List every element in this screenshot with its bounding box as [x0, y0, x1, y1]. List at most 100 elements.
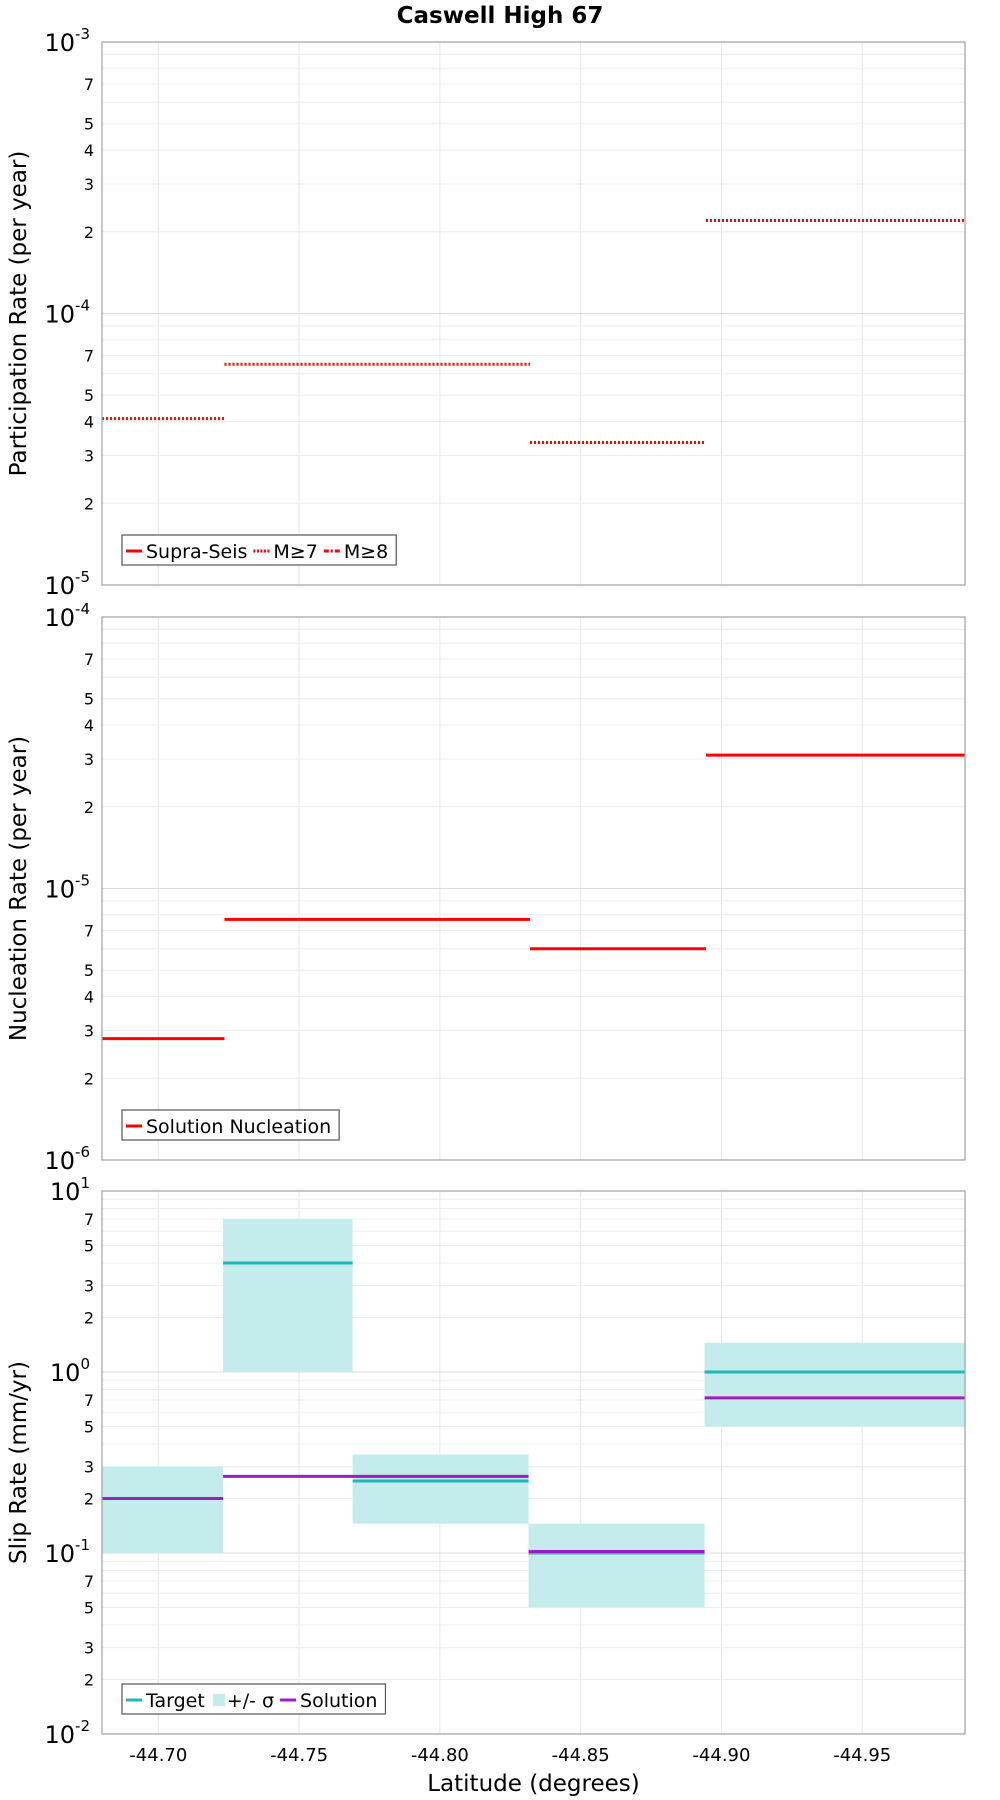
y-tick-label-minor: 7: [84, 650, 94, 669]
decade-base: 10: [44, 301, 75, 329]
y-tick-label-minor: 7: [84, 922, 94, 941]
y-tick-label-minor: 4: [84, 141, 94, 160]
y-tick-label-decade: 10-5: [44, 872, 90, 904]
y-tick-label-decade: 10-6: [44, 1143, 90, 1175]
legend: Supra-Seis M≥7 M≥8: [121, 534, 397, 566]
y-tick-label-minor: 3: [84, 446, 94, 465]
decade-base: 10: [44, 1540, 75, 1568]
decade-exponent: -4: [75, 600, 90, 618]
sigma-band: [223, 1219, 353, 1372]
y-tick-label-minor: 3: [84, 175, 94, 194]
legend-box: [121, 1683, 387, 1715]
x-tick-label: -44.85: [552, 1745, 610, 1766]
y-tick-label-minor: 3: [84, 1639, 94, 1658]
y-tick-label-minor: 5: [84, 115, 94, 134]
legend: Solution Nucleation: [121, 1109, 340, 1141]
plot-frame: [101, 41, 966, 586]
sigma-band: [102, 1466, 224, 1553]
decade-base: 10: [44, 604, 75, 632]
y-tick-label-minor: 2: [84, 1309, 94, 1328]
y-tick-label-minor: 5: [84, 1417, 94, 1436]
plot-frame: [101, 1190, 966, 1735]
y-tick-label-minor: 3: [84, 750, 94, 769]
y-tick-label-minor: 5: [84, 961, 94, 980]
decade-base: 10: [44, 876, 75, 904]
y-tick-label-minor: 2: [84, 494, 94, 513]
decade-base: 10: [44, 1721, 75, 1749]
y-tick-label-decade: 10-2: [44, 1717, 90, 1749]
y-tick-label-minor: 7: [84, 1572, 94, 1591]
y-tick-label-decade: 100: [50, 1355, 90, 1387]
y-tick-label-minor: 2: [84, 1069, 94, 1088]
y-tick-label-minor: 7: [84, 75, 94, 94]
legend-label: Solution: [300, 1690, 377, 1712]
y-axis-label: Slip Rate (mm/yr): [6, 1361, 32, 1564]
legend-label: Supra-Seis: [146, 541, 247, 563]
y-tick-label-minor: 4: [84, 413, 94, 432]
sigma-band: [352, 1454, 529, 1524]
y-tick-label-minor: 2: [84, 223, 94, 242]
legend-label: +/- σ: [227, 1690, 274, 1712]
y-tick-label-minor: 2: [84, 798, 94, 817]
legend-swatch-band: [212, 1694, 225, 1706]
decade-base: 10: [44, 1147, 75, 1175]
legend-box: [121, 1109, 340, 1141]
decade-base: 10: [50, 1359, 81, 1387]
y-tick-label-minor: 5: [84, 386, 94, 405]
y-tick-label-minor: 7: [84, 1391, 94, 1410]
decade-exponent: -5: [75, 872, 90, 890]
decade-exponent: 0: [80, 1355, 90, 1373]
x-tick-label: -44.80: [411, 1745, 469, 1766]
decade-base: 10: [44, 572, 75, 600]
x-tick-label: -44.75: [270, 1745, 328, 1766]
decade-exponent: -2: [75, 1717, 90, 1735]
sigma-band: [528, 1523, 705, 1608]
y-tick-label-minor: 5: [84, 690, 94, 709]
chart-title: Caswell High 67: [397, 3, 604, 29]
y-tick-label-decade: 10-4: [44, 600, 90, 632]
y-tick-label-decade: 101: [50, 1174, 90, 1206]
decade-exponent: -6: [75, 1143, 90, 1161]
x-tick-label: -44.90: [692, 1745, 750, 1766]
y-tick-label-minor: 5: [84, 1598, 94, 1617]
y-tick-label-minor: 2: [84, 1671, 94, 1690]
y-axis-label: Nucleation Rate (per year): [6, 736, 32, 1041]
decade-base: 10: [44, 29, 75, 57]
x-tick-label: -44.95: [833, 1745, 891, 1766]
legend: Target +/- σ Solution: [121, 1683, 387, 1715]
y-tick-label-minor: 4: [84, 716, 94, 735]
decade-exponent: -4: [75, 297, 90, 315]
legend-label: Solution Nucleation: [146, 1116, 331, 1138]
y-tick-label-decade: 10-1: [44, 1536, 90, 1568]
decade-exponent: -3: [75, 25, 90, 43]
legend-label: M≥8: [344, 541, 388, 563]
y-tick-label-minor: 3: [84, 1021, 94, 1040]
y-axis-label: Participation Rate (per year): [6, 151, 32, 477]
decade-base: 10: [50, 1178, 81, 1206]
y-tick-label-minor: 3: [84, 1277, 94, 1296]
y-tick-label-minor: 5: [84, 1236, 94, 1255]
legend-box: [121, 534, 397, 566]
x-tick-label: -44.70: [129, 1745, 187, 1766]
y-tick-label-minor: 4: [84, 988, 94, 1007]
sigma-band: [704, 1342, 965, 1427]
y-tick-label-minor: 3: [84, 1458, 94, 1477]
y-tick-label-decade: 10-5: [44, 568, 90, 600]
y-tick-label-minor: 7: [84, 347, 94, 366]
decade-exponent: -1: [75, 1536, 90, 1554]
y-tick-label-minor: 7: [84, 1210, 94, 1229]
x-axis-label: Latitude (degrees): [427, 1771, 640, 1797]
legend-label: M≥7: [273, 541, 317, 563]
decade-exponent: 1: [80, 1174, 90, 1192]
plot-frame: [101, 616, 966, 1161]
y-tick-label-minor: 2: [84, 1490, 94, 1509]
y-tick-label-decade: 10-4: [44, 297, 90, 329]
decade-exponent: -5: [75, 568, 90, 586]
y-tick-label-decade: 10-3: [44, 25, 90, 57]
legend-label: Target: [145, 1690, 205, 1712]
